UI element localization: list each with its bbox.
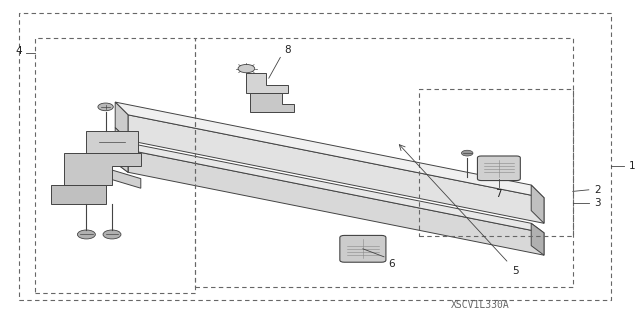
Polygon shape (531, 185, 544, 223)
Circle shape (238, 64, 255, 73)
Text: 3: 3 (594, 197, 600, 208)
Polygon shape (115, 140, 544, 233)
Circle shape (461, 150, 473, 156)
Text: 8: 8 (284, 45, 291, 55)
Polygon shape (128, 150, 544, 255)
Polygon shape (246, 73, 288, 93)
Text: 2: 2 (594, 185, 600, 195)
Text: 4: 4 (16, 46, 22, 56)
Text: 5: 5 (512, 266, 518, 276)
Polygon shape (115, 140, 128, 172)
Polygon shape (115, 128, 128, 172)
Polygon shape (531, 223, 544, 255)
Text: 6: 6 (388, 259, 395, 269)
Text: 7: 7 (495, 189, 502, 199)
Polygon shape (128, 115, 544, 223)
Circle shape (98, 103, 113, 111)
Polygon shape (115, 102, 128, 140)
Polygon shape (86, 131, 138, 153)
FancyBboxPatch shape (477, 156, 520, 181)
Polygon shape (109, 169, 141, 188)
Polygon shape (51, 185, 106, 204)
Text: 1: 1 (628, 161, 635, 171)
Polygon shape (250, 93, 294, 112)
FancyBboxPatch shape (340, 235, 386, 262)
Text: XSCV1L330A: XSCV1L330A (451, 300, 509, 310)
Circle shape (103, 230, 121, 239)
Circle shape (77, 230, 95, 239)
Polygon shape (64, 153, 141, 185)
Polygon shape (115, 102, 544, 198)
